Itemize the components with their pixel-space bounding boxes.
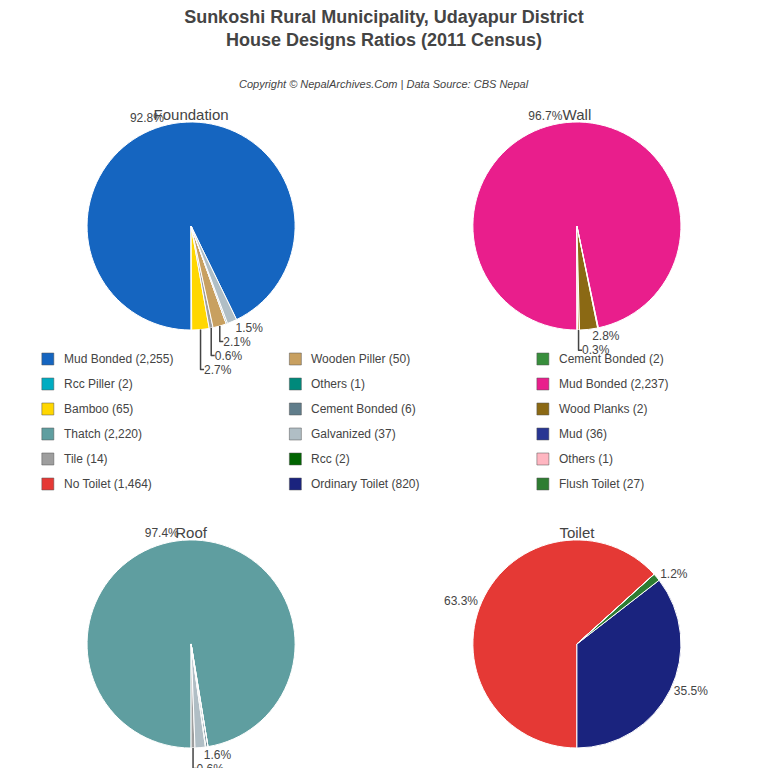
svg-text:Galvanized (37): Galvanized (37) (311, 427, 396, 441)
svg-text:Toilet: Toilet (559, 524, 595, 541)
svg-text:Wooden Piller (50): Wooden Piller (50) (311, 352, 410, 366)
svg-text:Foundation: Foundation (154, 106, 229, 123)
svg-text:0.6%: 0.6% (215, 349, 243, 363)
svg-text:Ordinary Toilet (820): Ordinary Toilet (820) (311, 477, 420, 491)
svg-text:63.3%: 63.3% (444, 594, 478, 608)
svg-text:2.8%: 2.8% (592, 329, 620, 343)
svg-text:Flush Toilet (27): Flush Toilet (27) (559, 477, 644, 491)
svg-text:Mud Bonded (2,255): Mud Bonded (2,255) (64, 352, 173, 366)
svg-text:92.8%: 92.8% (130, 111, 164, 125)
svg-text:0.3%: 0.3% (582, 343, 610, 357)
svg-text:Wall: Wall (563, 106, 592, 123)
svg-text:Tile (14): Tile (14) (64, 452, 108, 466)
svg-text:Copyright © NepalArchives.Com: Copyright © NepalArchives.Com | Data Sou… (239, 78, 529, 90)
svg-text:Cement Bonded (2): Cement Bonded (2) (559, 352, 664, 366)
svg-text:97.4%: 97.4% (145, 526, 179, 540)
svg-text:0.6%: 0.6% (197, 762, 225, 768)
svg-text:2.7%: 2.7% (204, 363, 232, 377)
svg-text:96.7%: 96.7% (528, 109, 562, 123)
svg-text:Sunkoshi Rural Municipality, U: Sunkoshi Rural Municipality, Udayapur Di… (184, 7, 584, 50)
svg-text:Cement Bonded (6): Cement Bonded (6) (311, 402, 416, 416)
svg-text:Others (1): Others (1) (559, 452, 613, 466)
svg-text:2.1%: 2.1% (223, 335, 251, 349)
svg-text:Rcc Piller (2): Rcc Piller (2) (64, 377, 133, 391)
svg-text:Roof: Roof (175, 524, 208, 541)
svg-text:Thatch (2,220): Thatch (2,220) (64, 427, 142, 441)
svg-text:Wood Planks (2): Wood Planks (2) (559, 402, 647, 416)
svg-text:Bamboo (65): Bamboo (65) (64, 402, 133, 416)
svg-text:Others (1): Others (1) (311, 377, 365, 391)
svg-text:35.5%: 35.5% (674, 684, 708, 698)
svg-text:Mud (36): Mud (36) (559, 427, 607, 441)
svg-text:No Toilet (1,464): No Toilet (1,464) (64, 477, 152, 491)
svg-text:1.5%: 1.5% (236, 321, 264, 335)
svg-text:Rcc (2): Rcc (2) (311, 452, 350, 466)
svg-text:1.2%: 1.2% (660, 567, 688, 581)
svg-text:Mud Bonded (2,237): Mud Bonded (2,237) (559, 377, 668, 391)
svg-text:1.6%: 1.6% (204, 748, 232, 762)
